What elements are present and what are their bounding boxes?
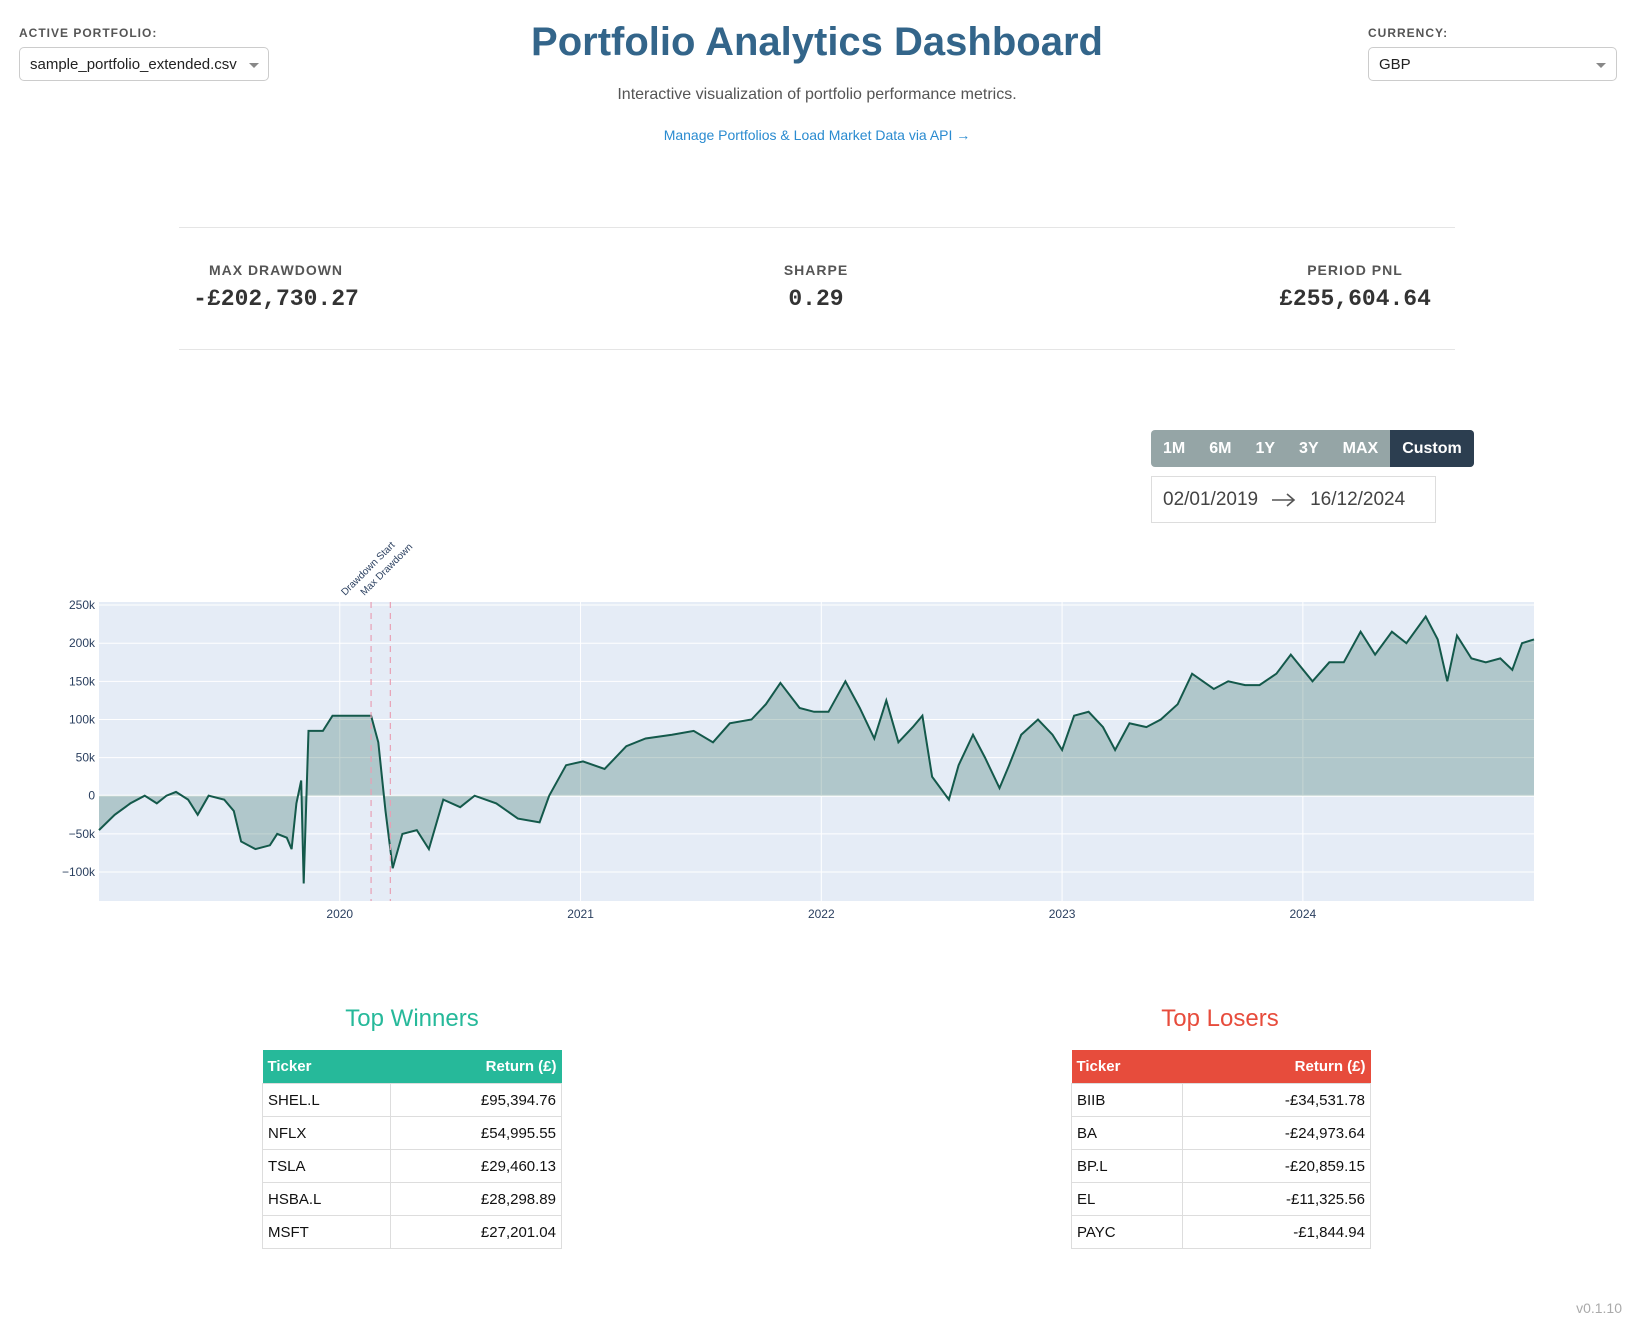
area-fill [99, 616, 1534, 884]
range-selector: 1M 6M 1Y 3Y MAX Custom [1151, 430, 1474, 467]
date-range[interactable]: 02/01/2019 16/12/2024 [1151, 476, 1436, 523]
line [98, 614, 1535, 884]
table-cell: £28,298.89 [389, 1182, 563, 1216]
table-title: Top Winners [345, 1005, 479, 1032]
table-row: EL -£11,325.56 [1070, 1182, 1371, 1216]
y-tick-label: 150k [69, 674, 96, 688]
x-tick-label: 2021 [567, 907, 594, 921]
table-cell: £54,995.55 [389, 1116, 563, 1150]
table-cell: £29,460.13 [389, 1149, 563, 1183]
table-row: HSBA.L £28,298.89 [262, 1182, 563, 1216]
table-cell: EL [1070, 1182, 1184, 1216]
column-header: Ticker [1076, 1058, 1121, 1075]
table-cell: -£24,973.64 [1182, 1116, 1371, 1150]
end-date: 16/12/2024 [1310, 488, 1406, 510]
currency-value: GBP [1379, 56, 1411, 73]
metric-value: 0.29 [788, 286, 844, 312]
portfolio-dropdown[interactable]: sample_portfolio_extended.csv [19, 47, 269, 81]
table-row: BIIB -£34,531.78 [1070, 1083, 1371, 1117]
page-title: Portfolio Analytics Dashboard [531, 20, 1103, 64]
arrow-icon [1272, 492, 1296, 507]
metric: PERIOD PNL £255,604.64 [1279, 262, 1431, 312]
metric: SHARPE 0.29 [784, 262, 848, 312]
portfolio-value: sample_portfolio_extended.csv [30, 56, 237, 73]
y-tick-label: 250k [69, 598, 96, 612]
metric-value: £255,604.64 [1279, 286, 1431, 312]
table-cell: SHEL.L [262, 1083, 391, 1117]
metric: MAX DRAWDOWN -£202,730.27 [193, 262, 359, 312]
table-cell: -£34,531.78 [1182, 1083, 1371, 1117]
range-button[interactable]: 1M [1163, 440, 1186, 457]
header-row: Ticker Return (£) [262, 1050, 562, 1084]
table-cell: NFLX [262, 1116, 391, 1150]
table-row: PAYC -£1,844.94 [1070, 1215, 1371, 1249]
winners-table: Ticker Return (£) SHEL.L £95,394.76 NFLX £54,… [262, 1050, 563, 1249]
metric-value: -£202,730.27 [193, 286, 359, 312]
losers-table: Ticker Return (£) BIIB -£34,531.78 BA -£24,97… [1070, 1050, 1371, 1249]
y-tick-label: −50k [69, 827, 96, 841]
metric-label: MAX DRAWDOWN [208, 262, 344, 278]
metric-label: PERIOD PNL [1307, 262, 1403, 278]
start-date: 02/01/2019 [1163, 488, 1259, 510]
column-header: Return (£) [485, 1058, 557, 1075]
x-tick-label: 2020 [326, 907, 353, 921]
table-row: SHEL.L £95,394.76 [262, 1083, 563, 1117]
x-tick-label: 2024 [1290, 907, 1317, 921]
table-title: Top Losers [1161, 1005, 1279, 1032]
table-cell: -£20,859.15 [1182, 1149, 1371, 1183]
range-button[interactable]: 3Y [1299, 440, 1319, 457]
divider [179, 349, 1455, 350]
currency-dropdown[interactable]: GBP [1368, 47, 1617, 81]
y-tick-label: −100k [62, 865, 96, 879]
column-header: Ticker [267, 1058, 312, 1075]
range-button[interactable]: 6M [1209, 440, 1232, 457]
currency-label: CURRENCY: [1368, 26, 1449, 40]
api-link[interactable]: Manage Portfolios & Load Market Data via… [663, 127, 971, 143]
range-button[interactable]: MAX [1342, 440, 1379, 457]
header-row: Ticker Return (£) [1071, 1050, 1371, 1084]
portfolio-label: ACTIVE PORTFOLIO: [19, 26, 158, 40]
table-cell: TSLA [262, 1149, 391, 1183]
column-header: Return (£) [1294, 1058, 1366, 1075]
table-row: MSFT £27,201.04 [262, 1215, 563, 1249]
table-cell: £95,394.76 [389, 1083, 563, 1117]
range-button[interactable]: 1Y [1255, 440, 1276, 457]
table-cell: HSBA.L [262, 1182, 391, 1216]
plot-background [99, 602, 1534, 901]
table-cell: MSFT [262, 1215, 391, 1249]
table-cell: PAYC [1070, 1215, 1184, 1249]
table-row: BP.L -£20,859.15 [1070, 1149, 1371, 1183]
y-tick-label: 200k [69, 636, 96, 650]
y-tick-label: 50k [76, 751, 96, 765]
table-cell: BIIB [1070, 1083, 1184, 1117]
table-cell: -£1,844.94 [1182, 1215, 1371, 1249]
y-tick-label: 0 [88, 789, 95, 803]
table-cell: £27,201.04 [389, 1215, 563, 1249]
table-row: TSLA £29,460.13 [262, 1149, 563, 1183]
y-tick-label: 100k [69, 712, 96, 726]
table-row: NFLX £54,995.55 [262, 1116, 563, 1150]
table-cell: BA [1070, 1116, 1184, 1150]
chart: −100k −50k 0 50k 100k 150k 200k 250k 2020 2021 202… [62, 540, 1535, 921]
divider [179, 227, 1455, 228]
table-row: BA -£24,973.64 [1070, 1116, 1371, 1150]
table-cell: BP.L [1070, 1149, 1184, 1183]
subtitle: Interactive visualization of portfolio p… [617, 86, 1017, 103]
table-cell: -£11,325.56 [1182, 1182, 1371, 1216]
x-tick-label: 2023 [1049, 907, 1076, 921]
range-button[interactable]: Custom [1390, 430, 1474, 467]
version: v0.1.10 [1576, 1300, 1622, 1316]
metric-label: SHARPE [783, 262, 849, 278]
x-tick-label: 2022 [808, 907, 835, 921]
